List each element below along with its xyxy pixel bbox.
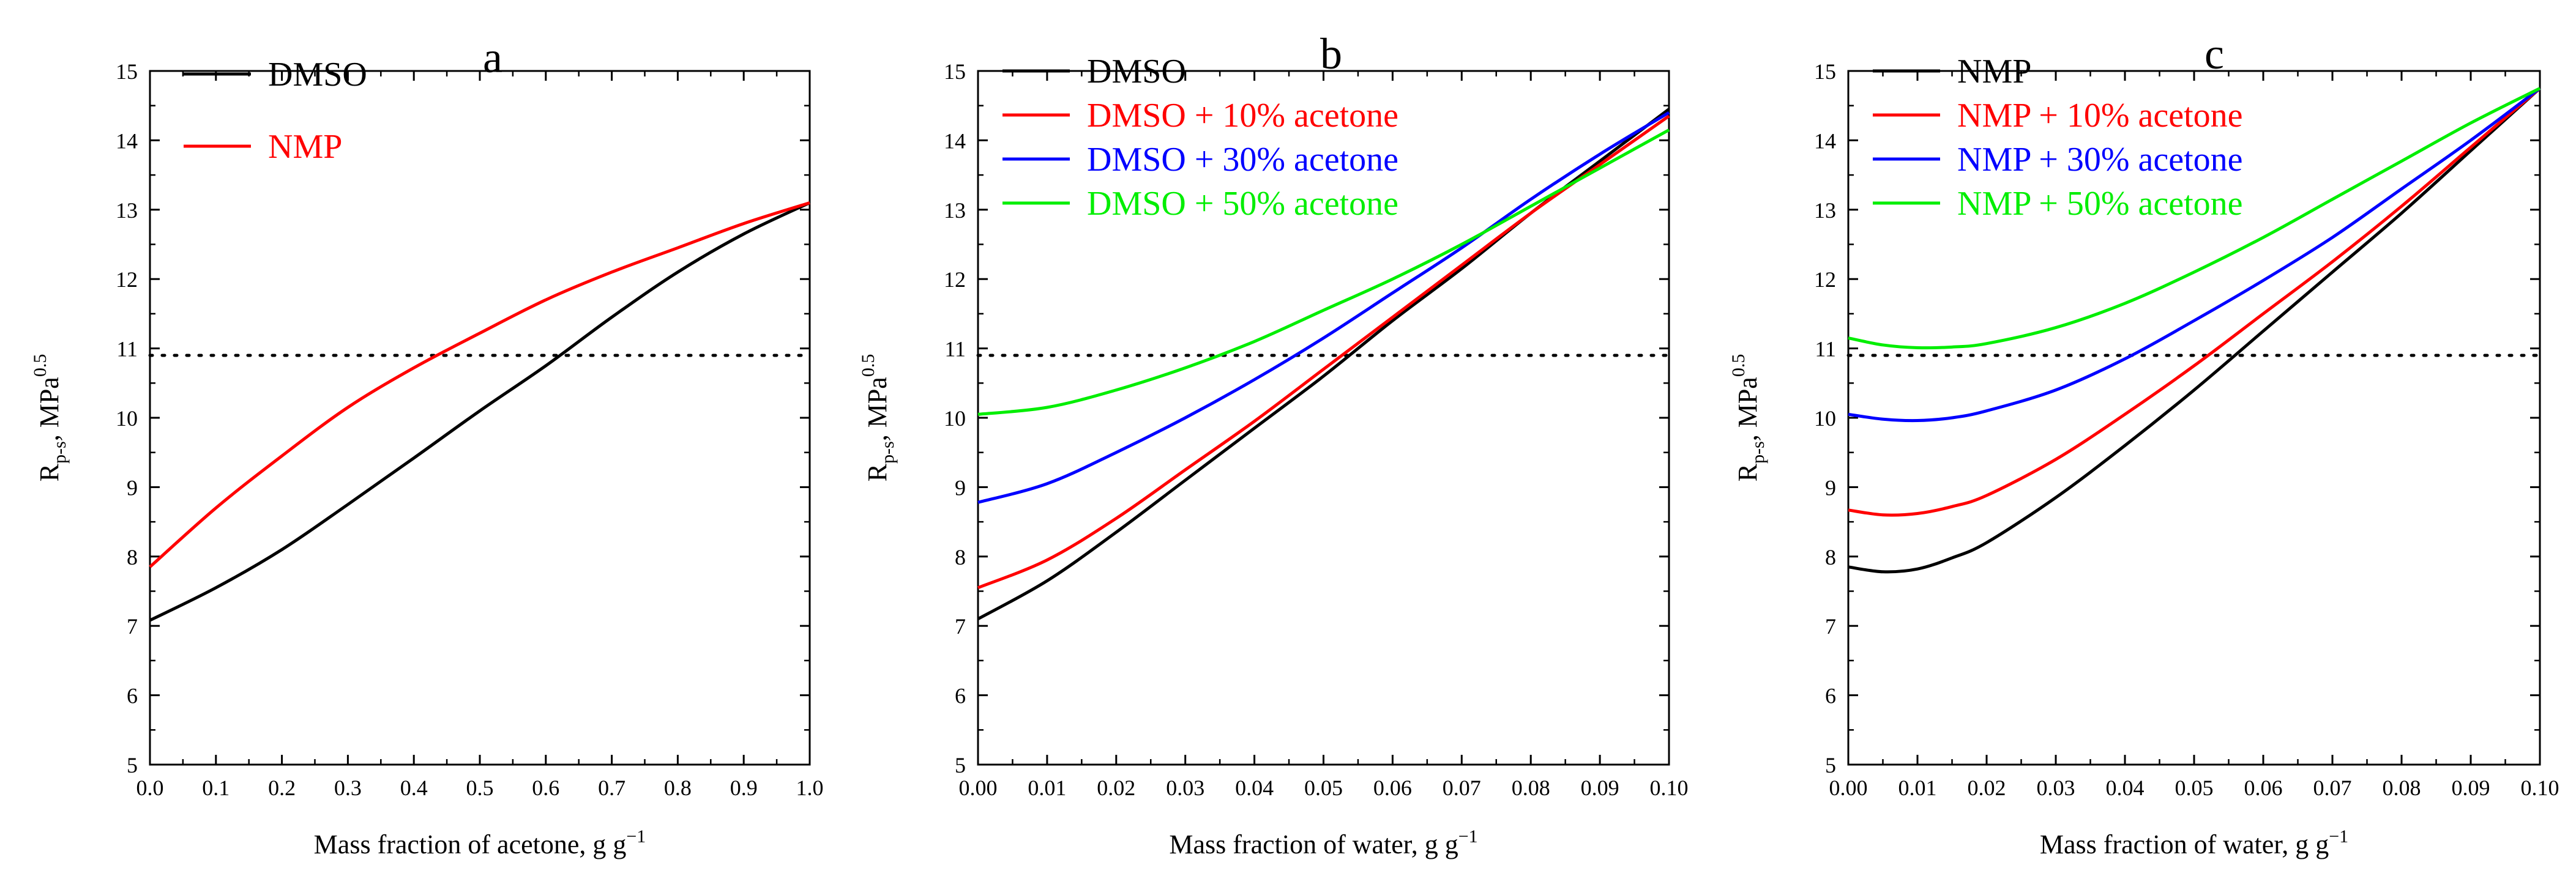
y-tick-label: 12 bbox=[116, 267, 138, 292]
x-tick-label: 0.02 bbox=[1097, 776, 1135, 800]
x-tick-label: 0.00 bbox=[959, 776, 998, 800]
x-tick-label: 0.1 bbox=[202, 776, 230, 800]
x-tick-label: 0.06 bbox=[1373, 776, 1412, 800]
series-line-3 bbox=[977, 111, 1670, 504]
y-tick-label: 15 bbox=[1814, 59, 1836, 84]
x-tick-label: 0.07 bbox=[1443, 776, 1481, 800]
x-tick-label: 0.01 bbox=[1028, 776, 1066, 800]
chart-panel-c: 0.00 0.01 0.02 0.03 0.04 0.05 0.06 0.07 0.08 0.09… bbox=[1728, 29, 2559, 859]
y-tick-label: 11 bbox=[944, 337, 966, 362]
x-tick-label: 0.04 bbox=[2106, 776, 2145, 800]
legend-label: DMSO + 30% acetone bbox=[1087, 141, 1398, 179]
chart-panel-a: 0.0 0.1 0.2 0.3 0.4 0.5 0.6 0.7 0.8 0.9 1.0 5 6 7 8 9 10… bbox=[30, 33, 824, 859]
y-tick-label: 10 bbox=[1814, 406, 1836, 431]
series-line-4 bbox=[1848, 87, 2541, 350]
x-axis-label: Mass fraction of acetone, g g−1 bbox=[314, 826, 646, 859]
y-tick-label: 11 bbox=[116, 337, 138, 362]
series-line-1 bbox=[1848, 87, 2541, 574]
y-tick-label: 10 bbox=[116, 406, 138, 431]
legend-label: NMP + 10% acetone bbox=[1957, 97, 2243, 135]
panel-label: b bbox=[1320, 29, 1342, 78]
series-line-2 bbox=[977, 114, 1670, 590]
x-tick-label: 0.08 bbox=[2383, 776, 2421, 800]
y-tick-label: 14 bbox=[944, 128, 966, 153]
x-tick-label: 0.05 bbox=[2175, 776, 2214, 800]
y-tick-label: 13 bbox=[944, 198, 966, 223]
series-line-3 bbox=[1848, 87, 2541, 423]
panel-label: a bbox=[483, 33, 502, 82]
y-tick-label: 13 bbox=[116, 198, 138, 223]
series-line-4 bbox=[977, 128, 1670, 416]
x-tick-label: 0.3 bbox=[334, 776, 362, 800]
x-tick-label: 0.09 bbox=[1581, 776, 1619, 800]
y-tick-label: 7 bbox=[955, 614, 966, 639]
series-line-2 bbox=[149, 201, 810, 568]
x-tick-label: 0.4 bbox=[400, 776, 428, 800]
panel-label: c bbox=[2205, 29, 2224, 78]
x-tick-label: 1.0 bbox=[796, 776, 824, 800]
x-tick-label: 0.03 bbox=[2037, 776, 2075, 800]
x-tick-label: 0.09 bbox=[2452, 776, 2490, 800]
x-tick-label: 0.6 bbox=[532, 776, 559, 800]
series-line-1 bbox=[149, 201, 811, 622]
y-tick-label: 11 bbox=[1815, 337, 1836, 362]
y-tick-label: 6 bbox=[955, 684, 966, 708]
legend-label: DMSO bbox=[268, 56, 367, 94]
y-tick-label: 5 bbox=[955, 753, 966, 777]
legend-label: DMSO + 10% acetone bbox=[1087, 97, 1398, 135]
y-axis-label: Rp-s, MPa0.5 bbox=[858, 354, 898, 482]
legend-label: NMP + 30% acetone bbox=[1957, 141, 2243, 179]
y-tick-label: 7 bbox=[1825, 614, 1836, 639]
y-tick-label: 13 bbox=[1814, 198, 1836, 223]
chart-panel-b: 0.00 0.01 0.02 0.03 0.04 0.05 0.06 0.07 0.08 0.09… bbox=[858, 29, 1689, 859]
x-tick-label: 0.0 bbox=[136, 776, 164, 800]
x-tick-label: 0.08 bbox=[1512, 776, 1550, 800]
y-tick-label: 14 bbox=[1814, 128, 1836, 153]
y-tick-label: 8 bbox=[1825, 545, 1836, 569]
plot-frame bbox=[149, 70, 811, 766]
x-axis-label: Mass fraction of water, g g−1 bbox=[2040, 826, 2348, 859]
y-tick-label: 15 bbox=[944, 59, 966, 84]
x-tick-label: 0.5 bbox=[466, 776, 494, 800]
y-tick-label: 14 bbox=[116, 128, 138, 153]
x-tick-label: 0.2 bbox=[268, 776, 296, 800]
series-line-2 bbox=[1848, 87, 2541, 517]
y-tick-label: 10 bbox=[944, 406, 966, 431]
y-tick-label: 6 bbox=[1825, 684, 1836, 708]
legend-label: DMSO + 50% acetone bbox=[1087, 185, 1398, 223]
y-tick-label: 5 bbox=[1825, 753, 1836, 777]
legend-label: NMP bbox=[1957, 53, 2031, 91]
x-tick-label: 0.7 bbox=[598, 776, 625, 800]
x-axis-label: Mass fraction of water, g g−1 bbox=[1169, 826, 1477, 859]
y-tick-label: 12 bbox=[944, 267, 966, 292]
legend-label: DMSO bbox=[1087, 53, 1186, 91]
y-tick-label: 5 bbox=[127, 753, 138, 777]
x-tick-label: 0.10 bbox=[1650, 776, 1689, 800]
x-tick-label: 0.01 bbox=[1898, 776, 1937, 800]
x-tick-label: 0.00 bbox=[1829, 776, 1868, 800]
y-tick-label: 6 bbox=[127, 684, 138, 708]
x-tick-label: 0.8 bbox=[664, 776, 692, 800]
y-axis-label: Rp-s, MPa0.5 bbox=[30, 354, 70, 482]
x-tick-label: 0.04 bbox=[1235, 776, 1274, 800]
y-tick-label: 9 bbox=[127, 475, 138, 500]
y-tick-label: 7 bbox=[127, 614, 138, 639]
y-tick-label: 9 bbox=[955, 475, 966, 500]
y-tick-label: 12 bbox=[1814, 267, 1836, 292]
x-tick-label: 0.10 bbox=[2521, 776, 2559, 800]
x-tick-label: 0.05 bbox=[1304, 776, 1343, 800]
x-tick-label: 0.03 bbox=[1166, 776, 1204, 800]
x-tick-label: 0.9 bbox=[730, 776, 758, 800]
x-tick-label: 0.07 bbox=[2313, 776, 2352, 800]
x-tick-label: 0.02 bbox=[1968, 776, 2006, 800]
y-tick-label: 8 bbox=[955, 545, 966, 569]
y-tick-label: 8 bbox=[127, 545, 138, 569]
legend-label: NMP bbox=[268, 128, 342, 166]
y-tick-label: 15 bbox=[116, 59, 138, 84]
x-tick-label: 0.06 bbox=[2244, 776, 2283, 800]
y-tick-label: 9 bbox=[1825, 475, 1836, 500]
legend-label: NMP + 50% acetone bbox=[1957, 185, 2243, 223]
y-axis-label: Rp-s, MPa0.5 bbox=[1728, 354, 1768, 482]
